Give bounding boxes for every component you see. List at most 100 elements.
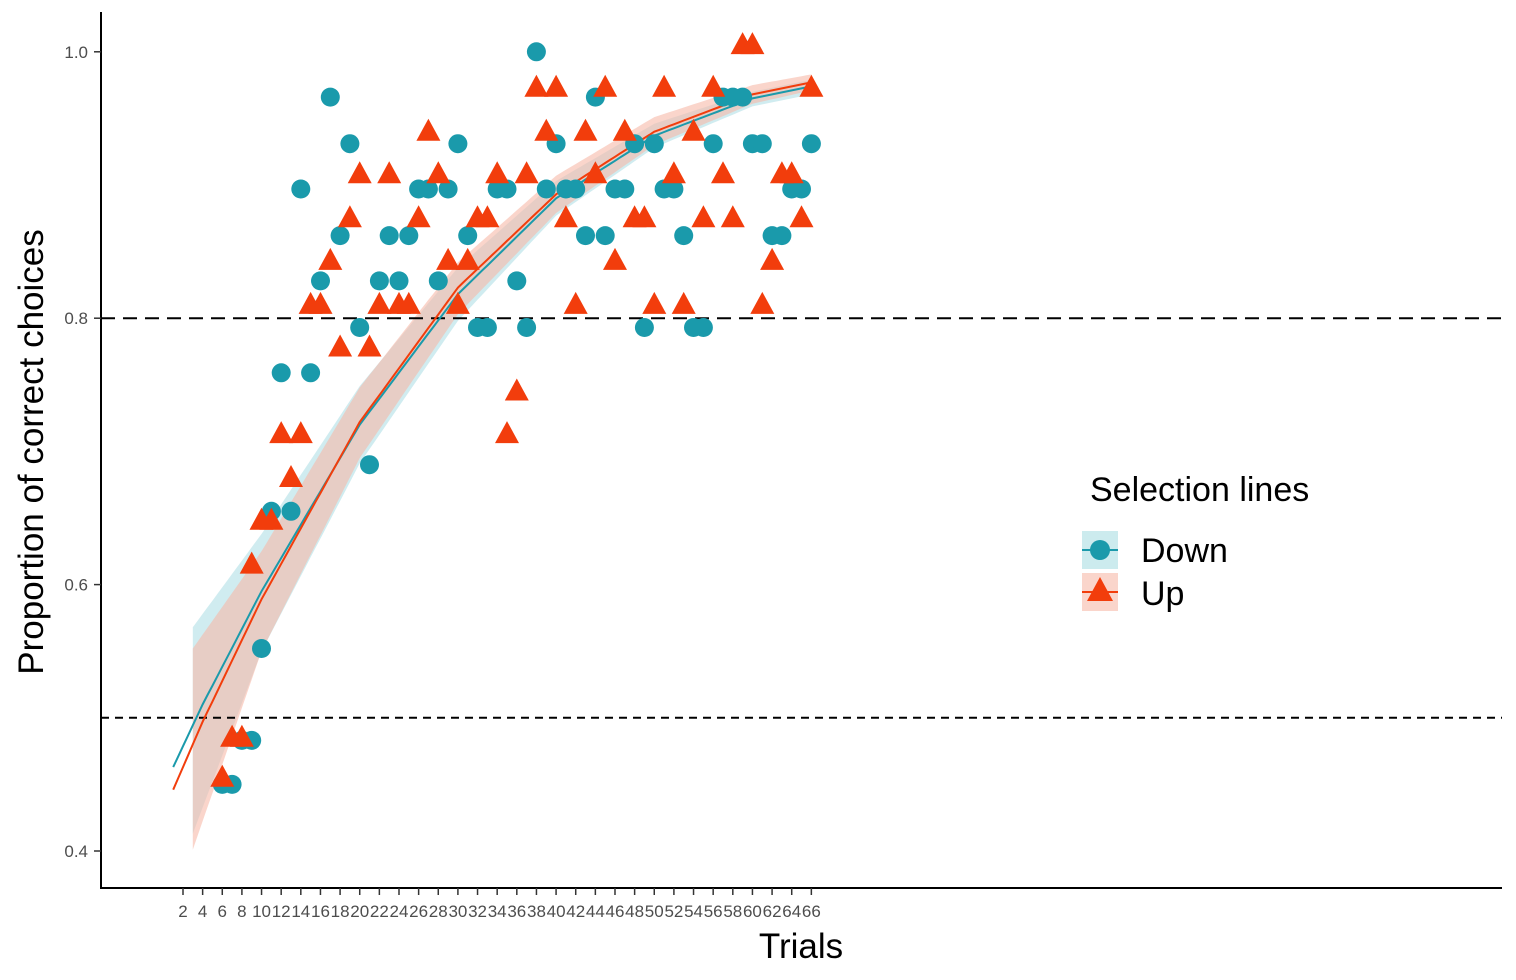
x-tick-label: 6 bbox=[218, 902, 227, 921]
point-up bbox=[455, 247, 480, 270]
point-up bbox=[701, 74, 726, 97]
legend-key-up-marker bbox=[1087, 577, 1113, 601]
x-tick-label: 12 bbox=[272, 902, 291, 921]
point-up bbox=[279, 465, 303, 487]
x-tick-label: 44 bbox=[586, 902, 605, 921]
point-up bbox=[436, 247, 461, 270]
fit-curve-up bbox=[172, 81, 812, 791]
point-down bbox=[497, 179, 517, 199]
point-down bbox=[438, 179, 458, 199]
point-up bbox=[593, 74, 618, 97]
point-down bbox=[644, 134, 664, 154]
y-tick-label: 1.0 bbox=[64, 43, 88, 62]
point-up bbox=[229, 724, 254, 747]
point-up bbox=[318, 247, 343, 270]
point-up bbox=[789, 205, 814, 228]
point-down bbox=[576, 226, 595, 246]
point-up bbox=[603, 247, 627, 270]
point-down bbox=[399, 226, 419, 246]
y-tick-label: 0.4 bbox=[64, 842, 88, 861]
point-up bbox=[534, 118, 559, 141]
x-tick-label: 24 bbox=[390, 902, 409, 921]
point-down bbox=[281, 501, 301, 521]
point-up bbox=[563, 291, 588, 314]
x-tick-label: 20 bbox=[350, 902, 369, 921]
point-up bbox=[445, 291, 470, 314]
point-down bbox=[369, 271, 389, 291]
legend-label-down: Down bbox=[1141, 532, 1228, 570]
x-tick-label: 66 bbox=[802, 902, 821, 921]
x-tick-label: 26 bbox=[409, 902, 428, 921]
x-tick-label: 18 bbox=[331, 902, 350, 921]
point-up bbox=[573, 118, 598, 141]
point-up bbox=[337, 205, 362, 228]
point-up bbox=[328, 334, 353, 357]
x-tick-label: 28 bbox=[429, 902, 448, 921]
point-down bbox=[418, 179, 438, 199]
point-down bbox=[772, 226, 792, 246]
x-tick-label: 4 bbox=[198, 902, 207, 921]
point-up bbox=[396, 291, 421, 314]
legend: Selection lines Down Up bbox=[1082, 471, 1309, 613]
point-down bbox=[752, 134, 772, 154]
fit-curves bbox=[172, 81, 812, 791]
point-up bbox=[612, 118, 637, 141]
x-tick-label: 16 bbox=[311, 902, 330, 921]
band-up bbox=[192, 74, 812, 850]
point-down bbox=[350, 318, 370, 337]
point-down bbox=[301, 363, 321, 383]
point-up bbox=[367, 291, 392, 314]
point-down bbox=[458, 226, 478, 246]
x-tick-label: 38 bbox=[527, 902, 546, 921]
point-down bbox=[291, 179, 311, 199]
legend-item-up: Up bbox=[1082, 573, 1184, 613]
confidence-bands bbox=[192, 74, 812, 850]
point-up bbox=[661, 161, 686, 184]
x-tick-label: 50 bbox=[645, 902, 664, 921]
point-up bbox=[357, 334, 382, 357]
point-up bbox=[671, 291, 696, 314]
point-down bbox=[615, 179, 635, 199]
y-tick-label: 0.8 bbox=[64, 309, 88, 328]
y-ticks: 0.4 0.6 0.8 1.0 bbox=[64, 43, 101, 861]
x-tick-label: 58 bbox=[723, 902, 742, 921]
point-up bbox=[210, 764, 235, 787]
point-down bbox=[526, 42, 546, 62]
legend-key-down-marker bbox=[1090, 540, 1110, 560]
point-up bbox=[691, 205, 716, 228]
x-tick-label: 8 bbox=[237, 902, 246, 921]
point-up bbox=[553, 205, 578, 228]
point-down bbox=[507, 271, 527, 291]
point-up bbox=[504, 378, 529, 401]
point-up bbox=[269, 421, 294, 444]
point-up bbox=[524, 74, 549, 97]
point-down bbox=[566, 179, 586, 199]
point-down bbox=[379, 226, 399, 246]
point-up bbox=[406, 205, 431, 228]
x-tick-label: 36 bbox=[507, 902, 526, 921]
point-down bbox=[517, 318, 537, 337]
point-down bbox=[733, 87, 753, 107]
point-down bbox=[801, 134, 821, 154]
legend-title: Selection lines bbox=[1090, 471, 1309, 509]
point-up bbox=[288, 421, 313, 444]
point-down bbox=[634, 318, 654, 337]
reference-lines bbox=[101, 317, 1502, 719]
point-down bbox=[252, 639, 271, 658]
point-up bbox=[760, 247, 785, 270]
point-down bbox=[477, 318, 497, 337]
x-tick-label: 32 bbox=[468, 902, 487, 921]
point-down bbox=[664, 179, 684, 199]
x-tick-label: 60 bbox=[743, 902, 762, 921]
point-down bbox=[703, 134, 723, 154]
point-up bbox=[799, 74, 824, 97]
x-tick-label: 22 bbox=[370, 902, 389, 921]
x-tick-label: 14 bbox=[291, 902, 310, 921]
point-up bbox=[740, 32, 765, 55]
point-up bbox=[485, 161, 510, 184]
point-down bbox=[674, 226, 694, 246]
point-up bbox=[239, 551, 264, 574]
x-tick-label: 64 bbox=[782, 902, 801, 921]
point-down bbox=[792, 179, 811, 199]
